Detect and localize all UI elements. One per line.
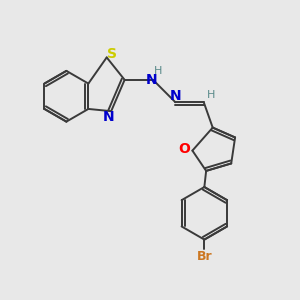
Text: S: S <box>107 47 117 61</box>
Text: H: H <box>154 67 163 76</box>
Text: H: H <box>207 90 215 100</box>
Text: N: N <box>146 73 157 87</box>
Text: N: N <box>170 89 182 103</box>
Text: N: N <box>102 110 114 124</box>
Text: O: O <box>178 142 190 156</box>
Text: Br: Br <box>196 250 212 263</box>
